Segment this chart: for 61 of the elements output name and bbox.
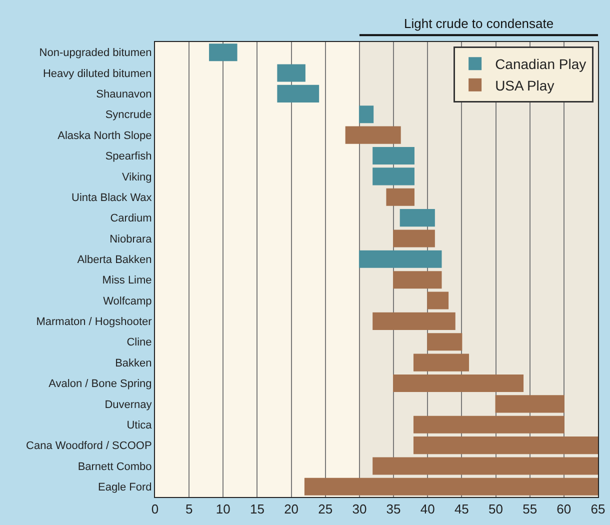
x-tick-label: 35 — [386, 502, 401, 517]
bar — [393, 374, 524, 392]
bar — [413, 354, 470, 372]
y-tick-label: Cana Woodford / SCOOP — [26, 440, 152, 452]
x-tick-label: 65 — [590, 502, 606, 517]
bar — [495, 395, 564, 413]
y-tick-label: Barnett Combo — [78, 460, 152, 473]
bar — [427, 333, 462, 351]
y-tick-label: Cline — [126, 336, 152, 349]
x-tick-label: 10 — [216, 502, 230, 517]
x-tick-label: 0 — [151, 502, 159, 517]
bar — [277, 84, 320, 102]
x-tick-label: 20 — [284, 502, 299, 517]
y-tick-label: Alaska North Slope — [58, 130, 152, 142]
bar — [304, 478, 598, 496]
y-tick-label: Heavy diluted bitumen — [42, 68, 152, 80]
x-tick-label: 30 — [352, 502, 367, 517]
y-tick-label: Cardium — [110, 212, 152, 225]
bar — [277, 64, 306, 82]
x-tick-label: 40 — [420, 502, 435, 517]
y-tick-label: Utica — [126, 419, 153, 432]
bar — [427, 292, 449, 310]
y-tick-label: Duvernay — [104, 398, 152, 411]
bar — [400, 209, 435, 227]
bar — [372, 146, 414, 165]
y-tick-label: Viking — [122, 171, 152, 184]
bar — [358, 250, 442, 268]
y-tick-label: Alberta Bakken — [77, 254, 152, 266]
bar — [358, 106, 374, 124]
bar — [372, 457, 598, 475]
x-tick-label: 50 — [488, 502, 504, 517]
bar — [393, 230, 435, 248]
band-label: Light crude to condensate — [404, 16, 554, 31]
bar — [345, 126, 401, 144]
y-tick-label: Marmaton / Hogshooter — [36, 316, 152, 328]
bar — [413, 436, 598, 454]
bar — [386, 188, 414, 206]
y-tick-label: Miss Lime — [102, 274, 152, 287]
y-tick-label: Avalon / Bone Spring — [48, 378, 152, 390]
x-tick-label: 15 — [250, 502, 264, 517]
y-tick-label: Uinta Black Wax — [72, 192, 152, 204]
legend-label: USA Play — [495, 77, 554, 94]
legend-label: Canadian Play — [495, 56, 586, 72]
bar — [372, 312, 456, 330]
y-tick-label: Shaunavon — [96, 88, 152, 101]
y-tick-label: Eagle Ford — [98, 482, 152, 494]
y-tick-label: Spearfish — [105, 150, 152, 163]
bar — [413, 416, 564, 434]
y-tick-label: Syncrude — [105, 109, 152, 122]
bar — [372, 168, 414, 186]
bar — [393, 271, 442, 289]
y-tick-label: Wolfcamp — [103, 295, 152, 308]
y-tick-label: Bakken — [115, 357, 152, 370]
x-tick-label: 60 — [556, 502, 572, 517]
y-tick-label: Non-upgraded bitumen — [39, 47, 152, 60]
x-tick-label: 5 — [185, 502, 193, 517]
x-tick-label: 45 — [454, 502, 469, 517]
y-tick-label: Niobrara — [110, 233, 153, 246]
bar — [209, 44, 238, 62]
x-tick-label: 25 — [318, 502, 333, 517]
x-tick-label: 55 — [522, 502, 538, 517]
